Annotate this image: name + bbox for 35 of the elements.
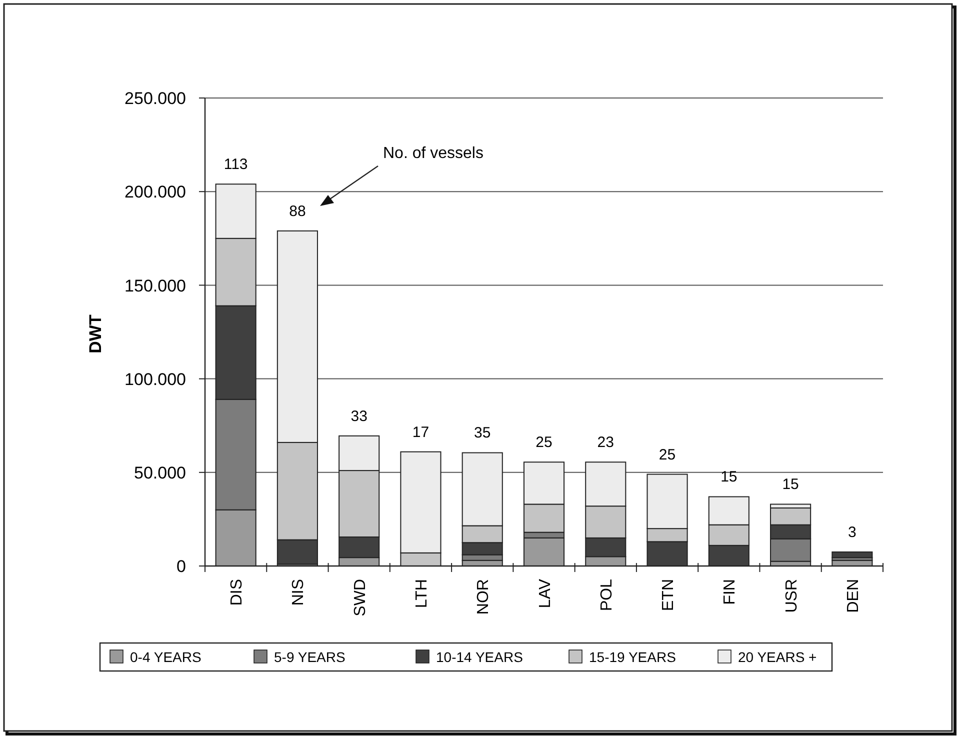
annotation: 35: [474, 424, 491, 442]
x-tick-label: LTH: [413, 579, 430, 608]
annotation: 113: [224, 156, 248, 174]
x-tick-label: POL: [598, 578, 616, 612]
annotation: 33: [350, 408, 368, 425]
x-tick-label: SWD: [352, 579, 369, 616]
y-tick-label: 150.000: [124, 276, 186, 296]
annotation: 25: [658, 446, 676, 464]
x-tick-label: DIS: [228, 579, 246, 606]
x-tick-label: LAV: [536, 578, 554, 608]
x-tick-label: ETN: [660, 579, 678, 611]
y-axis-title: DWT: [86, 314, 105, 354]
annotation: 23: [597, 434, 614, 452]
annotation: 17: [412, 424, 430, 441]
y-tick-label: 250.000: [124, 89, 186, 108]
legend-label: 10-14 YEARS: [436, 649, 523, 666]
annotation: No. of vessels: [383, 145, 484, 162]
x-tick-label: USR: [783, 579, 800, 613]
y-tick-label: 0: [176, 557, 186, 576]
legend-label: 20 YEARS +: [738, 649, 817, 666]
x-tick-label: NOR: [475, 579, 492, 615]
legend-label: 0-4 YEARS: [130, 649, 202, 666]
annotation: 88: [289, 202, 306, 220]
annotation: 3: [848, 524, 856, 541]
legend-label: 5-9 YEARS: [274, 649, 346, 666]
x-tick-label: NIS: [290, 579, 308, 606]
annotation: 15: [720, 468, 738, 486]
annotation: 15: [782, 476, 799, 494]
legend-label: 15-19 YEARS: [589, 649, 676, 666]
x-tick-label: DEN: [844, 579, 862, 613]
x-tick-label: FIN: [722, 579, 739, 605]
y-tick-label: 50.000: [134, 464, 186, 483]
annotation: 25: [536, 434, 552, 452]
y-tick-label: 100.000: [124, 370, 186, 389]
y-tick-label: 200.000: [124, 182, 186, 202]
